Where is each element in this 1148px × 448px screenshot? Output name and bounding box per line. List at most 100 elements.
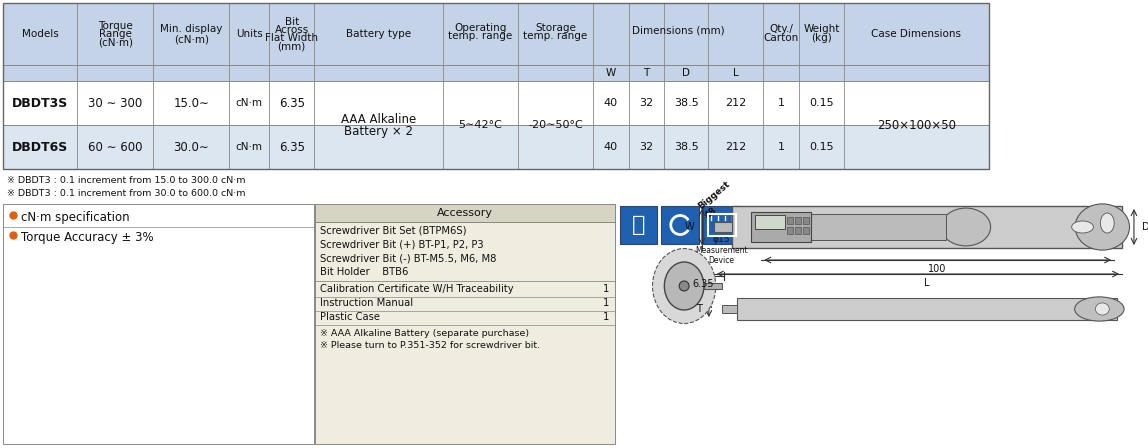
Text: Min. display: Min. display — [160, 24, 223, 34]
Text: (kg): (kg) — [812, 33, 832, 43]
Text: 6.35: 6.35 — [279, 96, 304, 109]
Bar — [316, 204, 615, 222]
Text: DBDT6S: DBDT6S — [11, 141, 68, 154]
Text: Calibration Certificate W/H Traceability: Calibration Certificate W/H Traceability — [320, 284, 514, 294]
Bar — [703, 206, 740, 244]
Text: AAA Alkaline: AAA Alkaline — [341, 112, 417, 125]
Text: temp. range: temp. range — [523, 31, 588, 41]
Bar — [737, 298, 1117, 320]
Text: 40: 40 — [604, 142, 618, 152]
Text: W: W — [606, 68, 616, 78]
Bar — [755, 215, 785, 229]
Text: 38.5: 38.5 — [674, 142, 698, 152]
Text: Screwdriver Bit (-) BT-M5.5, M6, M8: Screwdriver Bit (-) BT-M5.5, M6, M8 — [320, 253, 497, 263]
Ellipse shape — [941, 208, 991, 246]
Text: L: L — [732, 68, 738, 78]
Text: 32: 32 — [639, 142, 653, 152]
Text: 1: 1 — [777, 142, 784, 152]
Bar — [661, 206, 699, 244]
Text: 250×100×50: 250×100×50 — [877, 119, 956, 132]
Bar — [731, 206, 1122, 248]
Text: Plastic Case: Plastic Case — [320, 312, 380, 322]
Text: ※ AAA Alkaline Battery (separate purchase): ※ AAA Alkaline Battery (separate purchas… — [320, 329, 529, 338]
Text: 212: 212 — [724, 98, 746, 108]
Text: Flat Width: Flat Width — [265, 33, 318, 43]
Bar — [802, 217, 808, 224]
Text: 38.5: 38.5 — [674, 98, 698, 108]
Text: T: T — [643, 68, 650, 78]
Text: Battery × 2: Battery × 2 — [344, 125, 413, 138]
Text: 1: 1 — [603, 312, 608, 322]
Text: 0.15: 0.15 — [809, 98, 833, 108]
Text: (mm): (mm) — [278, 41, 305, 51]
Text: φ15: φ15 — [713, 234, 730, 244]
Text: 48: 48 — [703, 206, 719, 220]
Bar — [316, 204, 615, 444]
Text: Instruction Manual: Instruction Manual — [320, 298, 413, 308]
Text: Battery type: Battery type — [346, 29, 411, 39]
Bar — [786, 227, 793, 234]
Bar — [3, 204, 315, 444]
Bar — [3, 81, 988, 125]
Text: Screwdriver Bit (+) BT-P1, P2, P3: Screwdriver Bit (+) BT-P1, P2, P3 — [320, 239, 484, 249]
Ellipse shape — [1072, 221, 1093, 233]
Text: 1: 1 — [603, 298, 608, 308]
Text: DBDT3S: DBDT3S — [11, 96, 68, 109]
Bar — [704, 283, 722, 289]
Text: Biggest: Biggest — [696, 180, 731, 211]
Bar — [3, 125, 988, 169]
Text: Range: Range — [99, 29, 132, 39]
Text: Screwdriver Bit Set (BTPM6S): Screwdriver Bit Set (BTPM6S) — [320, 225, 467, 235]
Text: Models: Models — [22, 29, 59, 39]
Text: 6.35: 6.35 — [692, 279, 714, 289]
Text: 1: 1 — [603, 284, 608, 294]
Text: cN·m: cN·m — [235, 98, 263, 108]
Bar — [3, 3, 988, 169]
Text: Weight: Weight — [804, 24, 839, 34]
Text: 1: 1 — [777, 98, 784, 108]
Text: Torque: Torque — [98, 21, 132, 31]
Text: cN·m: cN·m — [235, 142, 263, 152]
Text: 6.35: 6.35 — [279, 141, 304, 154]
Text: Torque Accuracy ± 3%: Torque Accuracy ± 3% — [21, 231, 154, 244]
Text: ✋: ✋ — [631, 215, 645, 235]
Text: W: W — [684, 222, 695, 232]
Text: temp. range: temp. range — [449, 31, 513, 41]
Bar — [794, 217, 801, 224]
Text: 100: 100 — [928, 264, 946, 274]
Bar — [786, 217, 793, 224]
Ellipse shape — [1076, 204, 1130, 250]
Text: (cN·m): (cN·m) — [98, 37, 133, 47]
Text: Bit Holder    BTB6: Bit Holder BTB6 — [320, 267, 409, 277]
Text: Qty./: Qty./ — [769, 24, 793, 34]
Text: (cN·m): (cN·m) — [173, 34, 209, 44]
Text: D: D — [682, 68, 690, 78]
Ellipse shape — [1075, 297, 1124, 321]
Bar — [802, 227, 808, 234]
Ellipse shape — [1100, 213, 1115, 233]
Bar — [651, 196, 1132, 444]
Text: Case Dimensions: Case Dimensions — [871, 29, 962, 39]
Text: T: T — [696, 304, 701, 314]
Text: 32: 32 — [639, 98, 653, 108]
Text: cN·m specification: cN·m specification — [21, 211, 130, 224]
Bar — [794, 227, 801, 234]
Ellipse shape — [652, 249, 715, 323]
Text: -20∼50°C: -20∼50°C — [528, 120, 583, 130]
Text: Units: Units — [235, 29, 263, 39]
Bar — [810, 214, 946, 240]
Text: Bit: Bit — [285, 17, 298, 27]
Text: ※ Please turn to P.351-352 for screwdriver bit.: ※ Please turn to P.351-352 for screwdriv… — [320, 341, 541, 350]
Text: ※ DBDT3 : 0.1 increment from 15.0 to 300.0 cN·m: ※ DBDT3 : 0.1 increment from 15.0 to 300… — [7, 176, 246, 185]
Bar — [620, 206, 658, 244]
Text: Across: Across — [274, 25, 309, 35]
Text: 0.15: 0.15 — [809, 142, 833, 152]
Bar — [708, 214, 736, 236]
Text: Dimensions (mm): Dimensions (mm) — [631, 25, 724, 35]
Circle shape — [680, 281, 689, 291]
Text: 40: 40 — [604, 98, 618, 108]
Text: 5∼42°C: 5∼42°C — [458, 120, 503, 130]
Text: L: L — [924, 278, 930, 288]
Text: 15.0∼: 15.0∼ — [173, 96, 209, 109]
Bar — [714, 222, 731, 232]
